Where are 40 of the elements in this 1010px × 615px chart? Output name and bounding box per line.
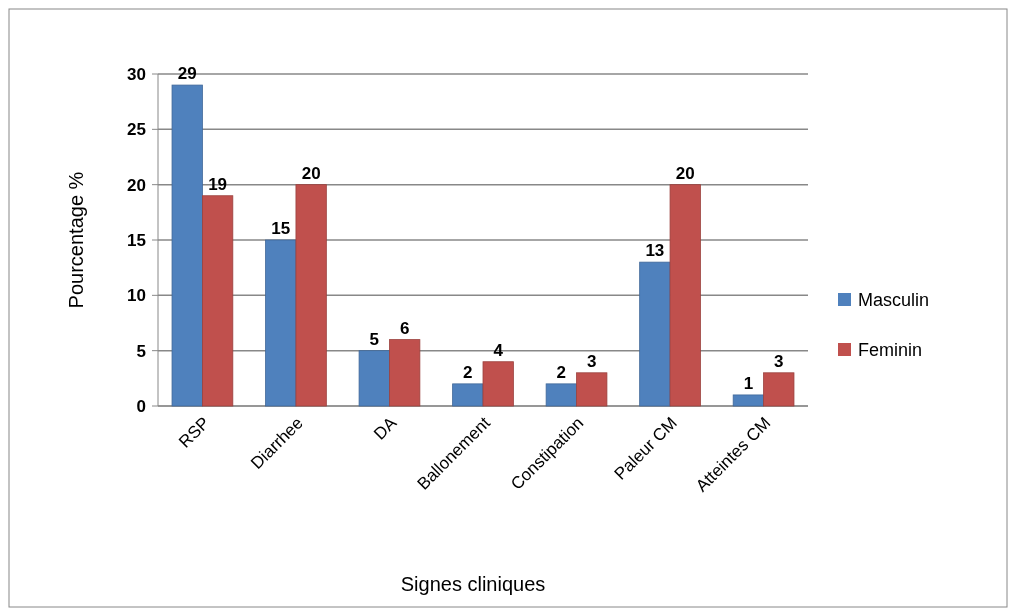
data-label: 4	[493, 340, 504, 360]
bar	[452, 383, 484, 407]
x-axis-title: Signes cliniques	[400, 573, 546, 595]
data-label: 19	[208, 174, 228, 194]
y-tick-label: 20	[127, 175, 146, 195]
bar	[639, 261, 671, 407]
bar	[576, 372, 608, 407]
data-label: 29	[177, 64, 197, 84]
data-label: 2	[463, 362, 473, 382]
data-label: 6	[399, 318, 410, 338]
data-label: 3	[586, 351, 597, 371]
data-label: 3	[774, 351, 784, 371]
y-axis-title: Pourcentage %	[65, 171, 87, 309]
data-label: 13	[645, 241, 665, 261]
bar	[295, 184, 327, 407]
data-label: 20	[675, 163, 695, 183]
y-tick-label: 0	[136, 396, 146, 416]
bar	[482, 361, 514, 407]
bar	[763, 372, 795, 407]
bar	[171, 84, 203, 407]
data-label: 1	[743, 373, 754, 393]
y-tick-label: 30	[127, 64, 146, 84]
bar	[265, 239, 297, 407]
data-label: 20	[301, 163, 321, 183]
bar	[669, 184, 701, 407]
bar	[202, 195, 234, 407]
x-tick-label: DA	[370, 412, 401, 444]
bar	[389, 339, 421, 407]
data-label: 2	[556, 362, 567, 382]
legend-label: Feminin	[858, 340, 923, 361]
y-tick-label: 10	[127, 286, 146, 306]
y-tick-label: 15	[127, 230, 146, 250]
y-tick-label: 5	[136, 341, 146, 361]
data-label: 15	[271, 219, 291, 238]
bar	[358, 350, 390, 407]
data-label: 5	[369, 329, 380, 349]
bar	[545, 383, 577, 407]
bar	[732, 394, 764, 407]
y-tick-label: 25	[127, 120, 146, 140]
legend-label: Masculin	[858, 290, 930, 311]
